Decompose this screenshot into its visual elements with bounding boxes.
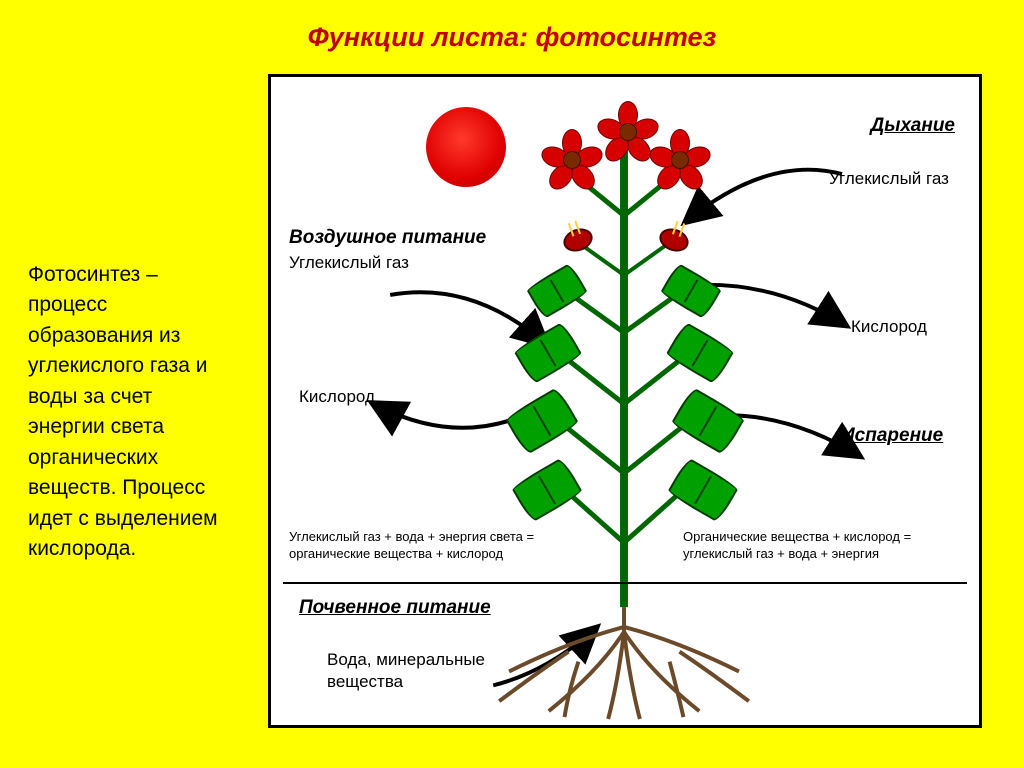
label-resp-o2: Кислород xyxy=(851,317,927,337)
heading-evaporation: Испарение xyxy=(841,425,943,447)
label-air-co2: Углекислый газ xyxy=(289,253,409,273)
flower-icon xyxy=(603,109,653,159)
equation-photosynthesis: Углекислый газ + вода + энергия света = … xyxy=(289,529,609,563)
label-air-o2: Кислород xyxy=(299,387,375,407)
definition-text: Фотосинтез – процесс образования из угле… xyxy=(28,260,233,564)
label-resp-co2: Углекислый газ xyxy=(829,169,949,189)
heading-soil-nutrition: Почвенное питание xyxy=(299,597,491,619)
equation-respiration: Органические вещества + кислород = углек… xyxy=(683,529,973,563)
divider-line xyxy=(283,582,967,584)
label-soil-input: Вода, минеральные вещества xyxy=(327,649,527,693)
diagram: Дыхание Углекислый газ Кислород Воздушно… xyxy=(271,77,979,725)
heading-air-nutrition: Воздушное питание xyxy=(289,227,486,249)
flower-icon xyxy=(655,137,705,187)
page-title: Функции листа: фотосинтез xyxy=(0,22,1024,53)
flower-icon xyxy=(547,137,597,187)
diagram-frame: Дыхание Углекислый газ Кислород Воздушно… xyxy=(268,74,982,728)
heading-respiration: Дыхание xyxy=(871,115,955,137)
